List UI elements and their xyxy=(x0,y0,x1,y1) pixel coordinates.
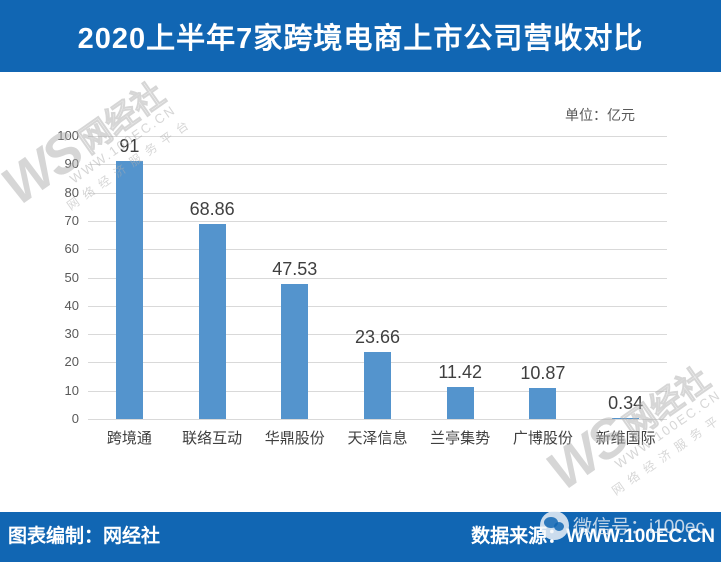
footer-source: 数据来源：WWW.100EC.CN xyxy=(471,526,715,547)
x-tick-label: 天泽信息 xyxy=(347,430,408,447)
page-title: 2020上半年7家跨境电商上市公司营收对比 xyxy=(77,23,644,55)
gridline xyxy=(88,192,667,194)
gridline xyxy=(88,419,667,420)
gridline xyxy=(88,277,667,279)
bar xyxy=(446,387,474,419)
bar xyxy=(364,352,391,419)
y-tick-label: 100 xyxy=(57,128,79,143)
y-tick-label: 20 xyxy=(64,354,79,370)
bar-value-label: 23.66 xyxy=(354,327,401,347)
bar-value-label: 0.34 xyxy=(608,393,644,413)
bar xyxy=(529,388,557,419)
bar xyxy=(612,418,640,419)
footer-banner: 图表编制：网经社 数据来源：WWW.100EC.CN xyxy=(0,512,721,562)
gridline xyxy=(88,220,667,222)
y-tick-label: 70 xyxy=(64,212,79,228)
bar-value-label: 11.42 xyxy=(438,362,483,382)
bar xyxy=(115,161,143,419)
unit-label: 单位：亿元 xyxy=(565,107,635,123)
y-tick-label: 10 xyxy=(64,382,79,398)
gridline xyxy=(88,249,667,251)
y-tick-label: 80 xyxy=(64,184,79,200)
x-tick-label: 兰亭集势 xyxy=(430,430,491,447)
y-tick-label: 40 xyxy=(64,297,79,313)
wechat-icon xyxy=(540,511,569,540)
bar-value-label: 91 xyxy=(119,136,140,156)
y-tick-label: 0 xyxy=(71,411,79,426)
bar xyxy=(198,224,226,419)
bar-value-label: 10.87 xyxy=(520,363,566,383)
x-tick-label: 跨境通 xyxy=(106,430,152,447)
bar-value-label: 47.53 xyxy=(272,259,318,279)
gridline xyxy=(88,334,667,336)
y-tick-label: 60 xyxy=(64,241,79,257)
x-tick-label: 华鼎股份 xyxy=(264,430,325,447)
gridline xyxy=(88,136,667,137)
footer-credit: 图表编制：网经社 xyxy=(8,526,161,547)
x-tick-label: 联络互动 xyxy=(182,430,243,447)
wechat-id: 微信号：i100ec xyxy=(573,517,705,538)
x-tick-label: 新维国际 xyxy=(595,430,656,447)
gridline xyxy=(88,164,667,166)
wechat-watermark: 微信号：i100ec xyxy=(540,511,705,540)
x-tick-label: 广博股份 xyxy=(512,430,573,447)
y-tick-label: 30 xyxy=(64,326,79,342)
y-tick-label: 50 xyxy=(64,269,79,285)
header-banner: 2020上半年7家跨境电商上市公司营收对比 xyxy=(0,0,721,72)
gridline xyxy=(88,305,667,307)
bar-value-label: 68.86 xyxy=(189,199,235,219)
y-tick-label: 90 xyxy=(64,156,79,172)
bar xyxy=(281,284,309,419)
